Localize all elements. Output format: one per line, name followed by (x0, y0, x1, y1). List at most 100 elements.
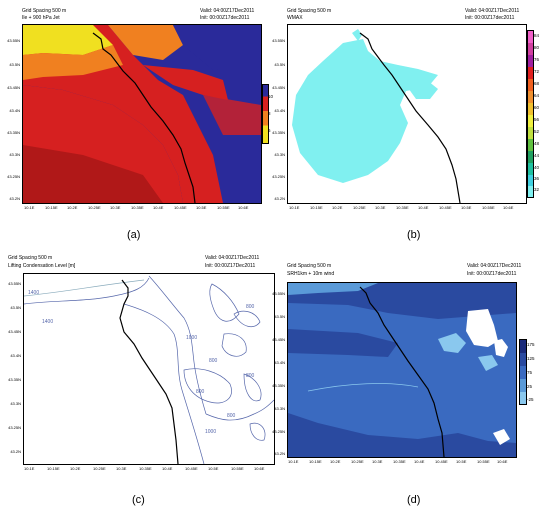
panel-c-header-left-2: Lifting Condensation Level [m] (8, 263, 76, 269)
panel-c-contours (24, 274, 274, 464)
panel-b-cbar-tick-2: 76 (534, 57, 540, 62)
panel-c-xtick-4: 10.3E (116, 466, 127, 471)
panel-d-ytick-0: 43.55N (272, 291, 285, 296)
panel-d-ytick-3: 43.4N (274, 360, 285, 365)
panel-d-xtick-7: 10.45E (435, 459, 448, 464)
panel-c-map (23, 273, 275, 465)
panel-a-ytick-2: 43.45N (7, 85, 20, 90)
panel-a-xtick-4: 10.3E (110, 205, 121, 210)
panel-d-map (287, 282, 517, 458)
panel-b-ytick-6: 43.25N (272, 174, 285, 179)
panel-d-xtick-5: 10.35E (393, 459, 406, 464)
panel-c-contour-label-7: 800 (227, 413, 236, 419)
panel-a-xtick-1: 10.15E (45, 205, 58, 210)
panel-d: Grid Spacing 500 m SRH1km + 10m wind Val… (272, 255, 550, 514)
panel-b-header-right-1: Valid: 04:00Z17Dec2011 (465, 8, 520, 14)
panel-c-xtick-3: 10.25E (93, 466, 106, 471)
panel-b-xtick-6: 10.4E (418, 205, 429, 210)
panel-b-ytick-7: 43.2N (274, 196, 285, 201)
panel-b-xtick-3: 10.25E (353, 205, 366, 210)
panel-a-ytick-7: 43.2N (9, 196, 20, 201)
panel-a-ytick-4: 43.35N (7, 130, 20, 135)
panel-c-label: (c) (132, 494, 145, 506)
panel-b-cbar-tick-13: 32 (534, 187, 540, 192)
panel-a-header-left-1: Grid Spacing 500 m (22, 8, 67, 14)
panel-c-contour-label-6: 800 (246, 373, 255, 379)
panel-b-ytick-4: 43.35N (272, 130, 285, 135)
panel-a-ytick-5: 43.3N (9, 152, 20, 157)
panel-b-xtick-4: 10.3E (375, 205, 386, 210)
panel-c: Grid Spacing 500 m Lifting Condensation … (0, 255, 275, 514)
panel-c-header-left-1: Grid Spacing 500 m (8, 255, 53, 261)
panel-c-xtick-1: 10.15E (47, 466, 60, 471)
panel-d-ytick-2: 43.45N (272, 337, 285, 342)
panel-a-xtick-8: 10.5E (196, 205, 207, 210)
panel-c-ytick-0: 43.55N (8, 281, 21, 286)
panel-a-ytick-1: 43.5N (9, 62, 20, 67)
panel-b-header-right-2: Init: 00:00Z17dec2011 (465, 15, 515, 21)
panel-c-xtick-10: 10.6E (254, 466, 265, 471)
panel-b-cbar-tick-12: 36 (534, 176, 540, 181)
panel-b-ytick-3: 43.4N (274, 108, 285, 113)
panel-a-map (22, 24, 262, 204)
panel-d-colorbar-swatches (520, 340, 526, 404)
panel-b-map (287, 24, 527, 204)
panel-c-ytick-6: 43.25N (8, 425, 21, 430)
panel-d-header-left-2: SRH1km + 10m wind (287, 271, 335, 277)
panel-c-ytick-3: 43.4N (10, 353, 21, 358)
panel-b-xtick-9: 10.55E (482, 205, 495, 210)
panel-a-ytick-3: 43.4N (9, 108, 20, 113)
panel-d-field (288, 283, 516, 457)
panel-d-ytick-5: 43.3N (274, 406, 285, 411)
panel-d-cbar-tick-3: 25 (527, 384, 533, 389)
panel-c-xtick-9: 10.55E (231, 466, 244, 471)
panel-a-field (23, 25, 261, 203)
panel-c-header-right-2: Init: 00:00Z17Dec2011 (205, 263, 256, 269)
panel-a-xtick-7: 10.45E (174, 205, 187, 210)
panel-c-header-right-1: Valid: 04:00Z17Dec2011 (205, 255, 260, 261)
panel-a-xtick-9: 10.55E (217, 205, 230, 210)
panel-d-header-left-1: Grid Spacing 500 m (287, 263, 332, 269)
panel-b-ytick-5: 43.3N (274, 152, 285, 157)
panel-a-xtick-6: 10.4E (153, 205, 164, 210)
panel-c-ytick-2: 43.45N (8, 329, 21, 334)
panel-c-ytick-5: 43.3N (10, 401, 21, 406)
panel-b-field (288, 25, 526, 203)
panel-d-header-right-1: Valid: 04:00Z17Dec2011 (467, 263, 522, 269)
panel-b-cbar-tick-7: 56 (534, 117, 540, 122)
panel-a-xtick-3: 10.25E (88, 205, 101, 210)
panel-b-header-left-2: WMAX (287, 15, 303, 21)
panel-a-header-right-2: Init: 00:00Z17dec2011 (200, 15, 250, 21)
panel-c-contour-label-5: 800 (196, 389, 205, 395)
panel-b-cbar-tick-5: 64 (534, 93, 540, 98)
panel-a-xtick-10: 10.6E (238, 205, 249, 210)
panel-c-xtick-8: 10.5E (208, 466, 219, 471)
panel-b-header-left-1: Grid Spacing 500 m (287, 8, 332, 14)
panel-d-cbar-tick-4: -25 (527, 397, 534, 402)
panel-d-xtick-9: 10.55E (477, 459, 490, 464)
panel-d-xtick-4: 10.3E (372, 459, 383, 464)
panel-b-colorbar-swatches (528, 31, 533, 197)
panel-b-ytick-0: 43.55N (272, 38, 285, 43)
panel-b: Grid Spacing 500 m WMAX Valid: 04:00Z17D… (272, 0, 550, 250)
panel-a-ytick-0: 43.55N (7, 38, 20, 43)
panel-d-colorbar (519, 339, 527, 405)
panel-d-xtick-2: 10.2E (330, 459, 341, 464)
panel-b-cbar-tick-11: 40 (534, 165, 540, 170)
panel-a-colorbar (262, 84, 269, 144)
panel-d-xtick-8: 10.5E (456, 459, 467, 464)
panel-d-xtick-6: 10.4E (414, 459, 425, 464)
panel-d-ytick-1: 43.5N (274, 314, 285, 319)
panel-a-cbar-tick-1: 8 (268, 111, 271, 116)
panel-b-xtick-0: 10.1E (289, 205, 300, 210)
panel-b-xtick-10: 10.6E (503, 205, 514, 210)
panel-d-xtick-0: 10.1E (288, 459, 299, 464)
panel-d-ytick-6: 43.25N (272, 429, 285, 434)
panel-c-xtick-5: 10.35E (139, 466, 152, 471)
panel-d-cbar-tick-1: 125 (527, 356, 535, 361)
panel-c-contour-label-1: 1400 (42, 319, 54, 325)
panel-b-cbar-tick-8: 52 (534, 129, 540, 134)
panel-a-ytick-6: 43.25N (7, 174, 20, 179)
panel-b-xtick-2: 10.2E (332, 205, 343, 210)
panel-b-cbar-tick-4: 68 (534, 81, 540, 86)
